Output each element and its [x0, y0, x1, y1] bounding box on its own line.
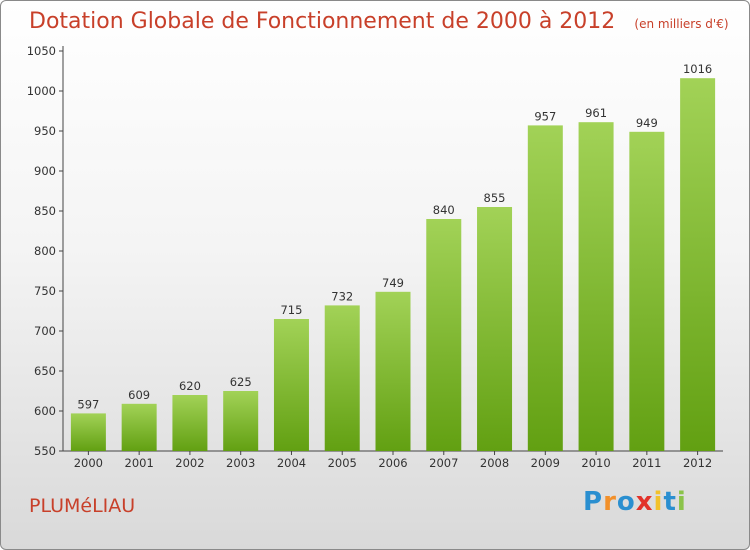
- y-tick-label: 950: [34, 124, 56, 138]
- logo-letter: t: [663, 487, 677, 517]
- data-label: 715: [280, 303, 302, 317]
- commune-name: PLUMéLIAU: [29, 495, 136, 517]
- bar: [273, 319, 309, 451]
- x-tick-label: 2006: [378, 456, 407, 470]
- data-label: 957: [534, 109, 556, 123]
- chart-title: Dotation Globale de Fonctionnement de 20…: [29, 9, 616, 34]
- x-tick-label: 2002: [175, 456, 204, 470]
- x-tick-label: 2003: [226, 456, 255, 470]
- y-tick-label: 800: [34, 244, 56, 258]
- bar: [324, 305, 360, 451]
- chart-bars: [70, 78, 716, 452]
- bar: [680, 78, 716, 451]
- x-tick-label: 2010: [581, 456, 610, 470]
- bar: [70, 413, 106, 451]
- logo-letter: P: [583, 487, 604, 517]
- bar: [121, 403, 157, 451]
- logo-letter: i: [676, 487, 687, 517]
- x-tick-label: 2001: [125, 456, 154, 470]
- data-label: 855: [484, 191, 506, 205]
- data-label: 732: [331, 289, 353, 303]
- x-tick-label: 2012: [683, 456, 712, 470]
- y-tick-label: 1050: [27, 44, 56, 58]
- x-tick-label: 2000: [74, 456, 103, 470]
- y-tick-label: 750: [34, 284, 56, 298]
- bar: [477, 207, 513, 451]
- data-label: 949: [636, 116, 658, 130]
- y-tick-label: 850: [34, 204, 56, 218]
- x-tick-label: 2008: [480, 456, 509, 470]
- bar: [223, 391, 259, 451]
- data-label: 620: [179, 379, 201, 393]
- x-tick-label: 2011: [632, 456, 661, 470]
- data-label: 749: [382, 276, 404, 290]
- x-tick-label: 2007: [429, 456, 458, 470]
- data-label: 840: [433, 203, 455, 217]
- y-tick-label: 600: [34, 404, 56, 418]
- proxiti-logo: Proxiti: [583, 487, 687, 517]
- x-tick-label: 2005: [328, 456, 357, 470]
- chart-title-block: Dotation Globale de Fonctionnement de 20…: [29, 9, 729, 34]
- data-label: 961: [585, 106, 607, 120]
- chart-axes: 550 600 650 700 750 800 850 900 950 1000 1050: [27, 44, 723, 458]
- bar: [527, 125, 563, 452]
- x-tick-label: 2009: [531, 456, 560, 470]
- logo-letter: r: [603, 487, 617, 517]
- y-tick-label: 650: [34, 364, 56, 378]
- bar: [629, 131, 665, 452]
- bar: [426, 219, 462, 451]
- logo-letter: x: [635, 487, 654, 517]
- data-label: 609: [128, 388, 150, 402]
- y-tick-label: 900: [34, 164, 56, 178]
- x-tick-label: 2004: [277, 456, 306, 470]
- y-tick-label: 1000: [27, 84, 56, 98]
- y-tick-label: 700: [34, 324, 56, 338]
- data-label: 1016: [683, 62, 712, 76]
- logo-letter: o: [616, 487, 636, 517]
- data-label: 625: [230, 375, 252, 389]
- chart-labels: 2000 597 2001 609 2002 620 2003 625 2004 715 2005 7…: [74, 62, 713, 470]
- logo-letter: i: [653, 487, 664, 517]
- chart-unit-label: (en milliers d'€): [634, 17, 729, 31]
- bar: [578, 122, 614, 451]
- data-label: 597: [77, 397, 99, 411]
- bar: [375, 291, 411, 451]
- y-tick-label: 550: [34, 444, 56, 458]
- bar: [172, 395, 208, 451]
